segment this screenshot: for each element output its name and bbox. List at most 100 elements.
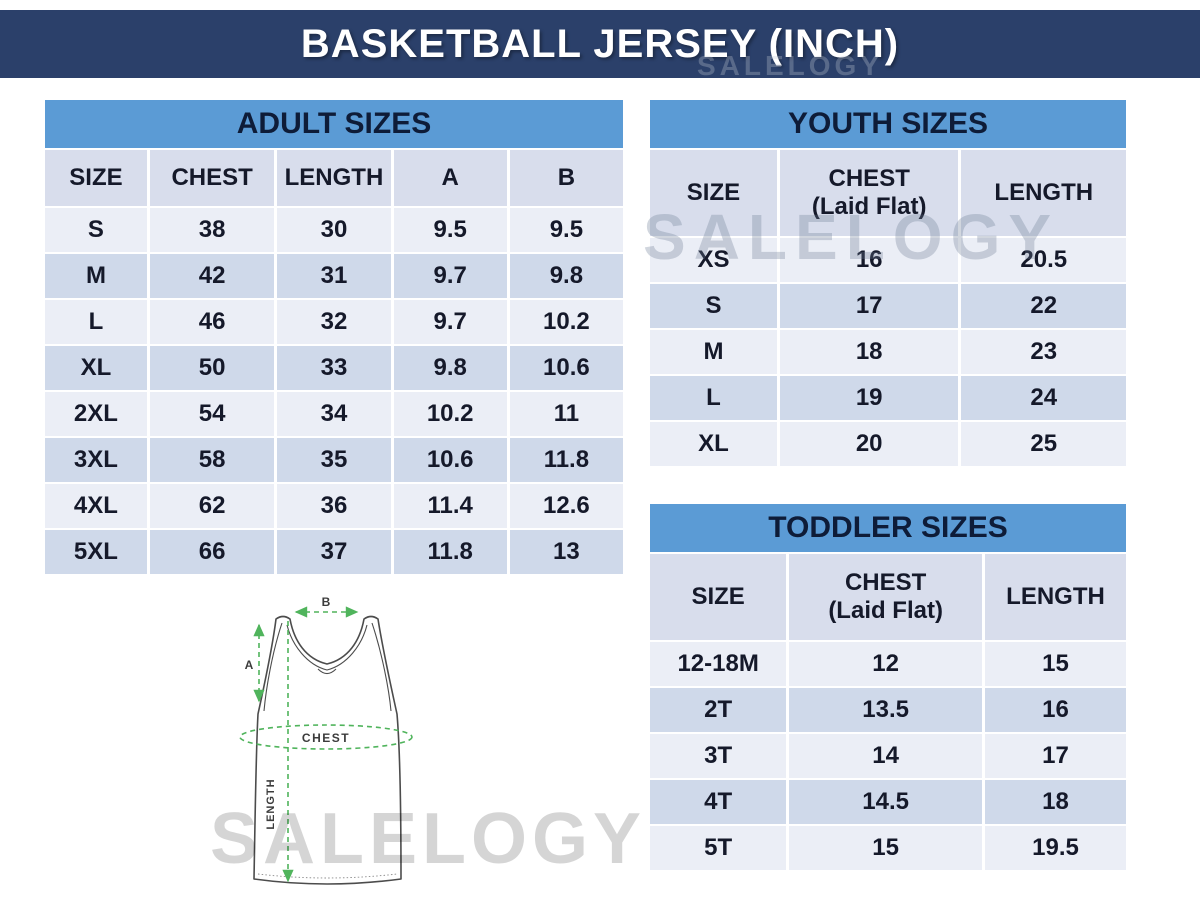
table-cell: 3T (650, 734, 787, 778)
column-header-chest-label: CHEST (828, 165, 910, 193)
hem-stitch-line (257, 873, 398, 879)
table-cell: 11.8 (393, 530, 507, 574)
table-cell: 9.5 (393, 208, 507, 252)
table-cell: 10.2 (509, 300, 623, 344)
chest-label: CHEST (302, 731, 350, 745)
table-cell: M (45, 254, 147, 298)
table-row: M 42 31 9.7 9.8 (45, 254, 623, 298)
neckline-trim (286, 624, 368, 671)
table-cell: 20 (779, 422, 959, 466)
table-cell: 13.5 (789, 688, 982, 732)
adult-table-title: ADULT SIZES (45, 100, 623, 148)
youth-table-head: YOUTH SIZES SIZE CHEST (Laid Flat) LENGT… (650, 100, 1126, 236)
table-cell: 18 (984, 780, 1126, 824)
toddler-column-header-row: SIZE CHEST (Laid Flat) LENGTH (650, 554, 1126, 640)
chest-measure-ellipse (239, 724, 413, 750)
table-cell: 18 (779, 330, 959, 374)
column-header-size: SIZE (650, 554, 787, 640)
table-cell: 16 (984, 688, 1126, 732)
table-row: L 46 32 9.7 10.2 (45, 300, 623, 344)
table-cell: 16 (779, 238, 959, 282)
youth-sizes-table: YOUTH SIZES SIZE CHEST (Laid Flat) LENGT… (647, 98, 1129, 468)
table-cell: 9.7 (393, 254, 507, 298)
table-cell: 12-18M (650, 642, 787, 686)
neckline-v-notch (317, 668, 337, 675)
table-row: XL 20 25 (650, 422, 1126, 466)
column-header-chest-sub: (Laid Flat) (811, 193, 927, 220)
b-label: B (322, 595, 331, 609)
table-cell: 46 (149, 300, 275, 344)
table-cell: 42 (149, 254, 275, 298)
table-cell: 32 (277, 300, 391, 344)
table-cell: 15 (789, 826, 982, 870)
right-armhole-trim (371, 622, 392, 712)
table-cell: 9.5 (509, 208, 623, 252)
table-cell: 5T (650, 826, 787, 870)
table-cell: 4T (650, 780, 787, 824)
adult-title-row: ADULT SIZES (45, 100, 623, 148)
toddler-table-title: TODDLER SIZES (650, 504, 1126, 552)
table-row: 4XL 62 36 11.4 12.6 (45, 484, 623, 528)
column-header-chest: CHEST (149, 150, 275, 206)
adult-table-head: ADULT SIZES SIZE CHEST LENGTH A B (45, 100, 623, 206)
table-cell: 50 (149, 346, 275, 390)
table-cell: 2T (650, 688, 787, 732)
toddler-sizes-table: TODDLER SIZES SIZE CHEST (Laid Flat) LEN… (647, 502, 1129, 872)
table-cell: 3XL (45, 438, 147, 482)
table-cell: 22 (961, 284, 1126, 328)
table-row: S 38 30 9.5 9.5 (45, 208, 623, 252)
column-header-length: LENGTH (277, 150, 391, 206)
column-header-a: A (393, 150, 507, 206)
table-cell: 14.5 (789, 780, 982, 824)
table-cell: 37 (277, 530, 391, 574)
table-cell: 9.8 (509, 254, 623, 298)
toddler-table-body: 12-18M 12 15 2T 13.5 16 3T 14 17 4T 14.5 18 5T 15 19.5 (650, 642, 1126, 870)
table-cell: M (650, 330, 777, 374)
table-row: XL 50 33 9.8 10.6 (45, 346, 623, 390)
table-cell: 10.6 (509, 346, 623, 390)
youth-title-row: YOUTH SIZES (650, 100, 1126, 148)
table-cell: 12 (789, 642, 982, 686)
column-header-length: LENGTH (961, 150, 1126, 236)
column-header-chest-sub: (Laid Flat) (828, 597, 943, 624)
table-cell: 5XL (45, 530, 147, 574)
table-cell: 23 (961, 330, 1126, 374)
table-cell: 10.2 (393, 392, 507, 436)
toddler-title-row: TODDLER SIZES (650, 504, 1126, 552)
table-cell: 58 (149, 438, 275, 482)
table-cell: 19 (779, 376, 959, 420)
column-header-b: B (509, 150, 623, 206)
table-cell: 19.5 (984, 826, 1126, 870)
table-cell: L (45, 300, 147, 344)
table-cell: S (45, 208, 147, 252)
table-row: 5XL 66 37 11.8 13 (45, 530, 623, 574)
table-cell: S (650, 284, 777, 328)
table-row: 5T 15 19.5 (650, 826, 1126, 870)
title-bar: BASKETBALL JERSEY (INCH) (0, 10, 1200, 78)
table-cell: XL (45, 346, 147, 390)
table-cell: 54 (149, 392, 275, 436)
table-row: 2T 13.5 16 (650, 688, 1126, 732)
table-cell: 12.6 (509, 484, 623, 528)
table-cell: 9.8 (393, 346, 507, 390)
adult-column-header-row: SIZE CHEST LENGTH A B (45, 150, 623, 206)
table-cell: 31 (277, 254, 391, 298)
table-row: 3XL 58 35 10.6 11.8 (45, 438, 623, 482)
youth-table-body: XS 16 20.5 S 17 22 M 18 23 L 19 24 XL 20 25 (650, 238, 1126, 466)
length-label: LENGTH (265, 778, 277, 829)
a-label: A (245, 658, 254, 672)
table-cell: 33 (277, 346, 391, 390)
table-cell: 11.4 (393, 484, 507, 528)
table-cell: 15 (984, 642, 1126, 686)
table-cell: 17 (984, 734, 1126, 778)
adult-sizes-table: ADULT SIZES SIZE CHEST LENGTH A B S 38 30 9… (42, 98, 626, 576)
table-row: S 17 22 (650, 284, 1126, 328)
column-header-chest: CHEST (Laid Flat) (789, 554, 982, 640)
table-cell: 24 (961, 376, 1126, 420)
jersey-measurement-diagram: B A CHEST LENGTH (239, 595, 413, 885)
table-cell: 66 (149, 530, 275, 574)
table-cell: 38 (149, 208, 275, 252)
table-cell: 34 (277, 392, 391, 436)
column-header-chest-label: CHEST (844, 569, 927, 597)
